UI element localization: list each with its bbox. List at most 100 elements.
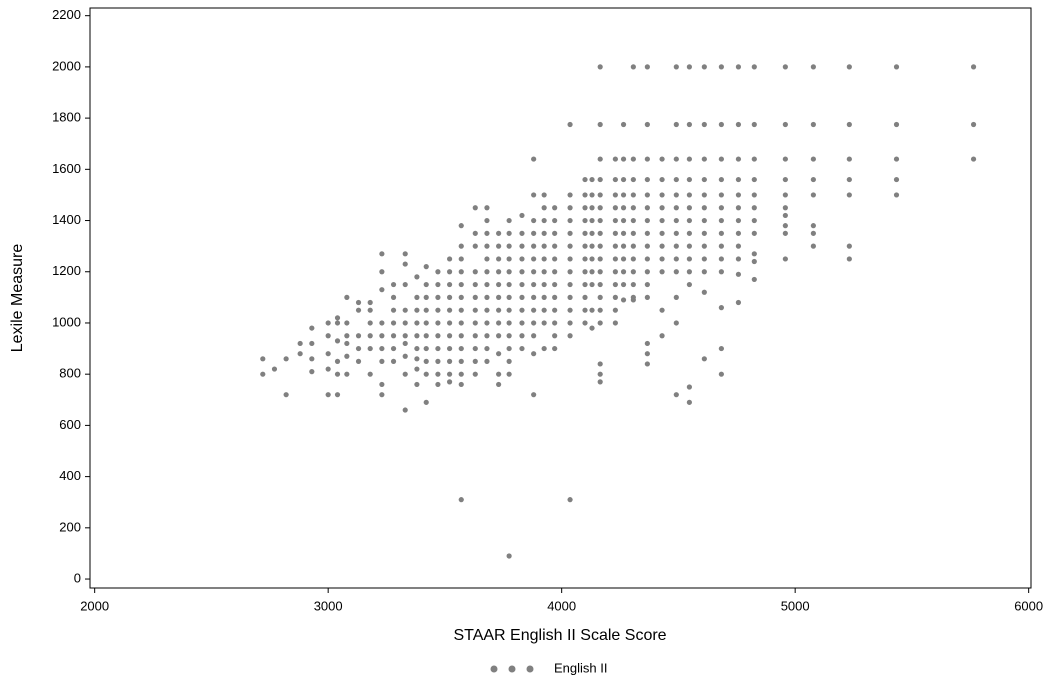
plot-frame [89, 7, 1032, 589]
data-point [414, 307, 420, 313]
data-point [390, 358, 397, 364]
data-point [496, 381, 502, 388]
data-point [597, 281, 603, 288]
data-point [531, 294, 537, 300]
data-point [325, 320, 331, 326]
data-point [597, 269, 603, 275]
data-point [367, 320, 373, 326]
data-point [552, 294, 558, 300]
data-point [589, 281, 595, 288]
data-point [472, 333, 478, 339]
y-tick-label: 1200 [52, 263, 81, 278]
data-point [630, 269, 636, 275]
data-point [402, 340, 408, 347]
data-point [435, 320, 441, 326]
data-point [846, 243, 852, 249]
data-point [620, 256, 627, 262]
data-point [612, 320, 618, 326]
data-point [484, 217, 490, 224]
data-point [582, 205, 588, 211]
data-point [644, 176, 650, 183]
data-point [686, 269, 692, 275]
data-point [506, 371, 512, 377]
data-point [541, 294, 547, 300]
data-point [531, 333, 537, 339]
x-tick-label: 3000 [314, 598, 343, 613]
data-point [701, 289, 707, 295]
data-point [458, 243, 464, 249]
data-point [519, 307, 525, 313]
data-point [735, 299, 742, 306]
data-point [893, 64, 900, 70]
data-point [325, 351, 331, 357]
data-point [718, 156, 724, 162]
data-point [589, 192, 595, 198]
data-point [630, 230, 636, 236]
data-point [506, 256, 512, 262]
data-point [673, 64, 679, 70]
data-point [355, 358, 362, 364]
data-point [735, 217, 742, 224]
data-point [531, 217, 537, 224]
data-point [673, 176, 679, 183]
data-point [659, 307, 665, 313]
data-point [630, 217, 636, 224]
data-point [552, 230, 558, 236]
data-point [458, 497, 464, 503]
y-tick-label: 200 [59, 519, 81, 534]
data-point [612, 307, 618, 313]
data-point [379, 269, 385, 275]
data-point [496, 333, 502, 339]
data-point [612, 217, 618, 224]
data-point [751, 217, 757, 224]
data-point [541, 320, 547, 326]
data-point [541, 307, 547, 313]
data-point [402, 251, 408, 257]
data-point [735, 271, 742, 277]
data-point [620, 269, 627, 275]
data-point [423, 371, 429, 377]
legend-marker [490, 665, 498, 673]
data-point [782, 223, 788, 229]
data-point [506, 333, 512, 339]
data-point [541, 230, 547, 236]
data-point [355, 333, 362, 339]
data-point [531, 269, 537, 275]
data-point [541, 217, 547, 224]
data-point [612, 243, 618, 249]
data-point [612, 176, 618, 183]
data-point [552, 307, 558, 313]
data-point [589, 243, 595, 249]
data-point [644, 192, 650, 198]
data-point [567, 256, 573, 262]
data-point [701, 356, 707, 362]
data-point [414, 345, 420, 352]
data-point [458, 333, 464, 339]
legend-label: English II [554, 660, 607, 675]
data-point [379, 381, 385, 388]
data-point [458, 256, 464, 262]
data-point [552, 205, 558, 211]
data-point [701, 217, 707, 224]
data-point [735, 176, 742, 183]
x-axis-title: STAAR English II Scale Score [453, 627, 666, 644]
data-point [402, 333, 408, 339]
data-point [423, 264, 429, 270]
data-point [644, 217, 650, 224]
data-point [597, 361, 603, 367]
data-point [435, 371, 441, 377]
data-point [782, 192, 788, 198]
data-point [334, 392, 341, 398]
data-point [472, 230, 478, 236]
data-point [612, 192, 618, 198]
data-point [810, 121, 816, 128]
data-point [686, 192, 692, 198]
data-point [620, 156, 627, 162]
data-point [531, 230, 537, 236]
data-point [751, 251, 757, 257]
data-point [597, 320, 603, 326]
data-point [484, 307, 490, 313]
data-point [659, 156, 665, 162]
data-point [355, 307, 362, 313]
data-point [589, 256, 595, 262]
